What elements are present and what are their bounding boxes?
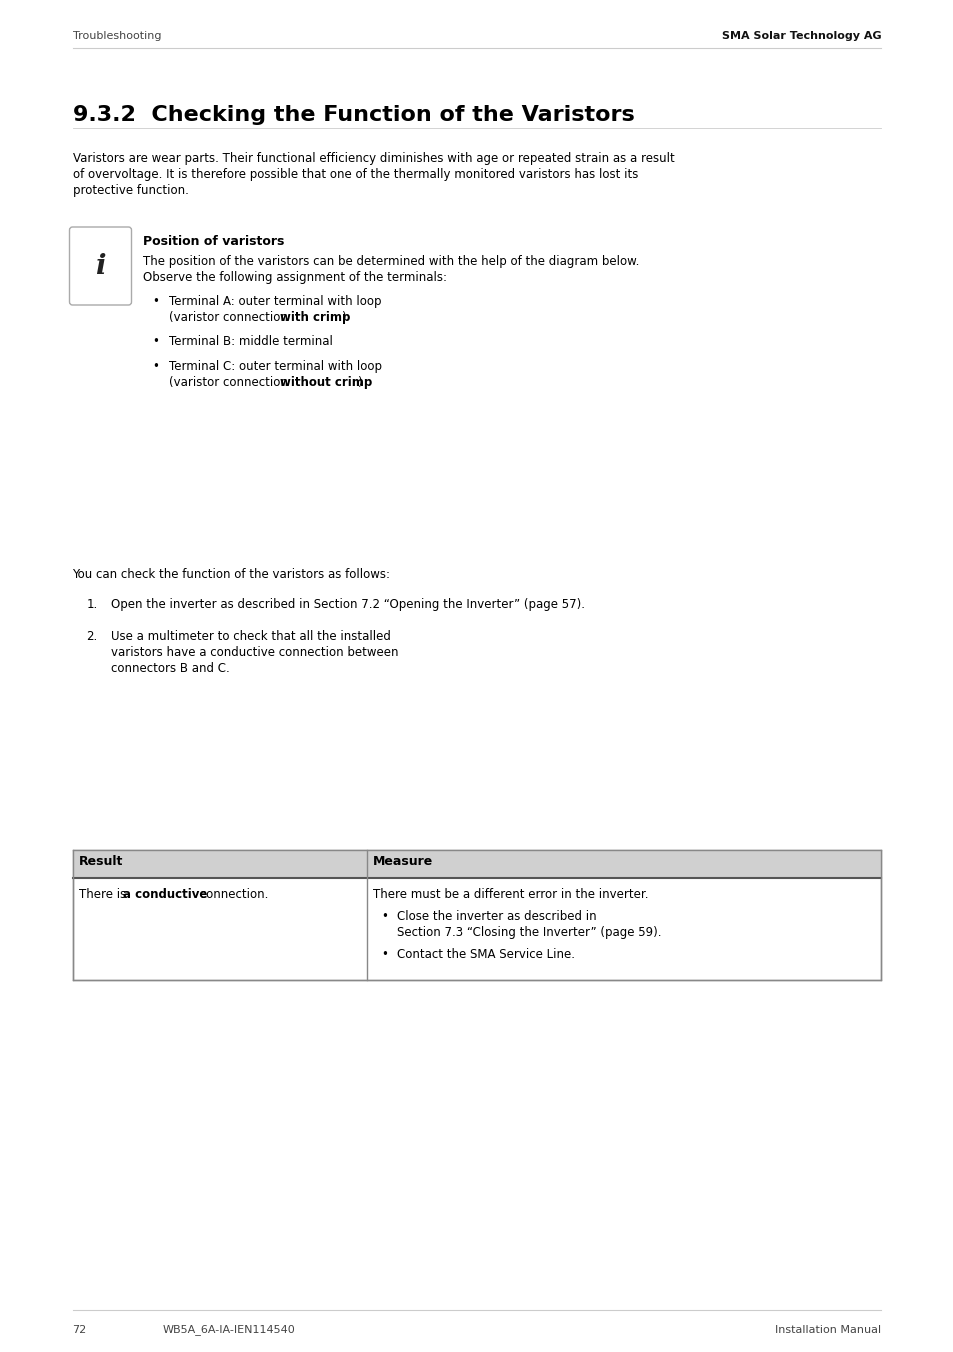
Text: •: • — [152, 360, 159, 373]
Text: of overvoltage. It is therefore possible that one of the thermally monitored var: of overvoltage. It is therefore possible… — [72, 168, 638, 181]
Text: with crimp: with crimp — [279, 311, 350, 324]
Text: connectors B and C.: connectors B and C. — [111, 662, 229, 675]
Text: Installation Manual: Installation Manual — [775, 1325, 881, 1334]
Text: 72: 72 — [72, 1325, 87, 1334]
Bar — [72, 850, 881, 877]
Text: 9.3.2  Checking the Function of the Varistors: 9.3.2 Checking the Function of the Varis… — [72, 105, 634, 124]
Text: Observe the following assignment of the terminals:: Observe the following assignment of the … — [142, 270, 446, 284]
Text: Result: Result — [78, 854, 123, 868]
Bar — [72, 850, 881, 980]
Text: Terminal B: middle terminal: Terminal B: middle terminal — [169, 335, 332, 347]
Text: ): ) — [357, 376, 362, 389]
Text: •: • — [381, 910, 388, 923]
Text: Close the inverter as described in: Close the inverter as described in — [396, 910, 597, 923]
Text: connection.: connection. — [195, 888, 268, 900]
Text: varistors have a conductive connection between: varistors have a conductive connection b… — [111, 646, 397, 658]
Text: Terminal C: outer terminal with loop: Terminal C: outer terminal with loop — [169, 360, 381, 373]
Bar — [439, 610, 879, 836]
Text: Contact the SMA Service Line.: Contact the SMA Service Line. — [396, 948, 575, 961]
Text: You can check the function of the varistors as follows:: You can check the function of the varist… — [72, 568, 390, 581]
Text: protective function.: protective function. — [72, 184, 188, 197]
Text: There is: There is — [78, 888, 130, 900]
Text: (varistor connection: (varistor connection — [169, 311, 291, 324]
Text: Position of varistors: Position of varistors — [142, 235, 284, 247]
Text: SMA Solar Technology AG: SMA Solar Technology AG — [721, 31, 881, 41]
Text: 1.: 1. — [87, 598, 97, 611]
Text: Section 7.3 “Closing the Inverter” (page 59).: Section 7.3 “Closing the Inverter” (page… — [396, 926, 661, 940]
Text: Varistors are wear parts. Their functional efficiency diminishes with age or rep: Varistors are wear parts. Their function… — [72, 151, 674, 165]
Text: Use a multimeter to check that all the installed: Use a multimeter to check that all the i… — [111, 630, 390, 644]
Text: Open the inverter as described in Section 7.2 “Opening the Inverter” (page 57).: Open the inverter as described in Sectio… — [111, 598, 584, 611]
Text: a conductive: a conductive — [122, 888, 207, 900]
Bar — [459, 289, 879, 545]
Text: (varistor connection: (varistor connection — [169, 376, 291, 389]
Text: •: • — [381, 948, 388, 961]
Text: i: i — [95, 253, 106, 280]
Text: There must be a different error in the inverter.: There must be a different error in the i… — [373, 888, 648, 900]
Text: ): ) — [341, 311, 346, 324]
Text: without crimp: without crimp — [279, 376, 372, 389]
FancyBboxPatch shape — [70, 227, 132, 306]
Text: Measure: Measure — [373, 854, 433, 868]
Text: 2.: 2. — [87, 630, 97, 644]
Text: •: • — [152, 295, 159, 308]
Text: The position of the varistors can be determined with the help of the diagram bel: The position of the varistors can be det… — [142, 256, 639, 268]
Text: WB5A_6A-IA-IEN114540: WB5A_6A-IA-IEN114540 — [162, 1325, 294, 1336]
Text: •: • — [152, 335, 159, 347]
Text: Terminal A: outer terminal with loop: Terminal A: outer terminal with loop — [169, 295, 380, 308]
Text: Troubleshooting: Troubleshooting — [72, 31, 161, 41]
